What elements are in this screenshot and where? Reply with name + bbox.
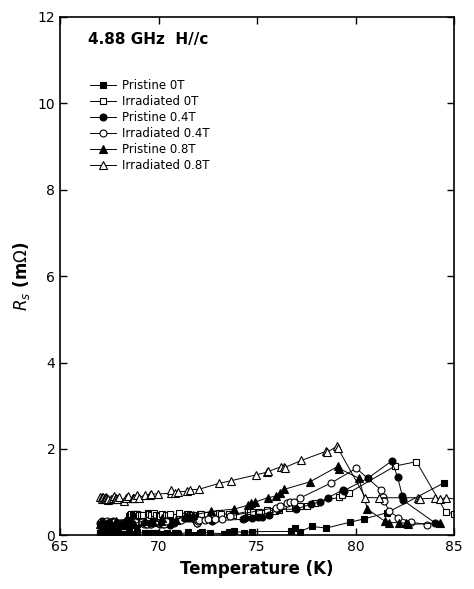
- Pristine 0.8T: [186, 513, 192, 520]
- Pristine 0.4T: [119, 520, 125, 527]
- Irradiated 0T: [457, 511, 463, 518]
- Pristine 0.8T: [335, 463, 341, 470]
- Irradiated 0T: [151, 509, 157, 517]
- Pristine 0.4T: [105, 523, 111, 530]
- Pristine 0T: [123, 531, 129, 538]
- Irradiated 0.8T: [334, 443, 339, 450]
- Pristine 0.8T: [97, 521, 102, 528]
- Pristine 0.4T: [125, 519, 131, 526]
- Pristine 0.4T: [389, 458, 394, 465]
- Irradiated 0.8T: [105, 495, 111, 502]
- Irradiated 0.4T: [424, 521, 430, 528]
- Irradiated 0.8T: [228, 477, 234, 484]
- Pristine 0T: [122, 530, 128, 537]
- Irradiated 0T: [136, 512, 141, 519]
- Pristine 0.8T: [103, 522, 109, 529]
- Pristine 0.4T: [97, 519, 102, 526]
- Irradiated 0.4T: [125, 518, 131, 525]
- Irradiated 0.4T: [108, 519, 114, 526]
- Irradiated 0.4T: [98, 519, 103, 526]
- Y-axis label: $R_s$ (m$\Omega$): $R_s$ (m$\Omega$): [11, 241, 32, 311]
- Pristine 0.8T: [107, 519, 112, 527]
- Irradiated 0.4T: [119, 519, 125, 527]
- Legend: Pristine 0T, Irradiated 0T, Pristine 0.4T, Irradiated 0.4T, Pristine 0.8T, Irrad: Pristine 0T, Irradiated 0T, Pristine 0.4…: [86, 74, 215, 177]
- Pristine 0.4T: [193, 518, 199, 525]
- Irradiated 0T: [146, 510, 151, 517]
- Pristine 0.4T: [116, 521, 121, 528]
- Irradiated 0T: [414, 458, 419, 465]
- Irradiated 0.8T: [461, 497, 466, 504]
- Irradiated 0.4T: [117, 521, 122, 528]
- Line: Pristine 0.8T: Pristine 0.8T: [96, 462, 444, 530]
- Pristine 0T: [112, 528, 118, 535]
- Line: Irradiated 0T: Irradiated 0T: [126, 459, 463, 519]
- Pristine 0.4T: [123, 520, 129, 527]
- Irradiated 0.4T: [354, 465, 359, 472]
- Pristine 0T: [441, 479, 447, 487]
- Irradiated 0.4T: [127, 520, 132, 527]
- Irradiated 0.8T: [97, 494, 103, 501]
- Irradiated 0.8T: [116, 493, 122, 500]
- Irradiated 0.8T: [130, 494, 136, 501]
- Irradiated 0T: [127, 512, 132, 519]
- Pristine 0.4T: [109, 521, 115, 528]
- Pristine 0.8T: [121, 520, 127, 527]
- Irradiated 0T: [133, 513, 139, 520]
- Irradiated 0.8T: [126, 493, 131, 500]
- Pristine 0T: [105, 530, 111, 537]
- Irradiated 0T: [157, 512, 163, 519]
- Line: Pristine 0T: Pristine 0T: [96, 480, 447, 538]
- Irradiated 0.4T: [128, 518, 134, 525]
- Line: Irradiated 0.4T: Irradiated 0.4T: [97, 465, 430, 528]
- Irradiated 0T: [226, 511, 232, 518]
- Pristine 0T: [115, 530, 120, 537]
- Pristine 0.8T: [120, 519, 126, 527]
- X-axis label: Temperature (K): Temperature (K): [181, 560, 334, 578]
- Irradiated 0.8T: [113, 494, 118, 501]
- Irradiated 0T: [156, 511, 162, 518]
- Pristine 0.8T: [437, 519, 443, 527]
- Pristine 0T: [175, 531, 181, 538]
- Line: Irradiated 0.8T: Irradiated 0.8T: [96, 442, 467, 505]
- Pristine 0.8T: [115, 519, 120, 527]
- Line: Pristine 0.4T: Pristine 0.4T: [96, 458, 438, 530]
- Pristine 0T: [116, 532, 121, 539]
- Irradiated 0.4T: [195, 517, 201, 524]
- Pristine 0.8T: [118, 521, 123, 528]
- Pristine 0.4T: [432, 519, 438, 526]
- Text: 4.88 GHz  H//c: 4.88 GHz H//c: [88, 32, 208, 47]
- Irradiated 0.8T: [121, 498, 127, 505]
- Pristine 0T: [97, 530, 102, 537]
